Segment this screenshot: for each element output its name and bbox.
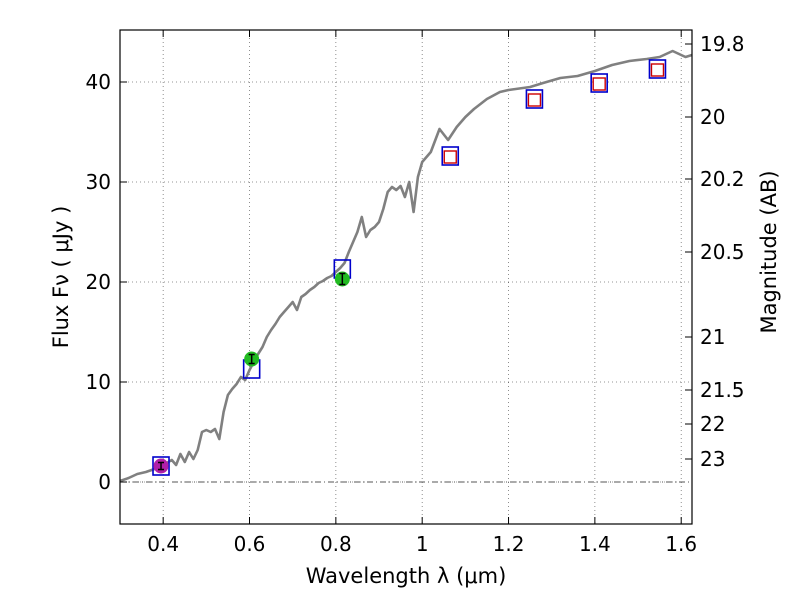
- right-tick-label: 21: [700, 325, 725, 349]
- y-tick-label: 40: [86, 70, 111, 94]
- observed-open-square: [650, 63, 665, 77]
- model-photometry-square: [648, 59, 667, 79]
- x-tick-label: 1.2: [493, 532, 525, 556]
- model-photometry-square: [590, 73, 608, 93]
- y-tick-label: 0: [98, 470, 111, 494]
- axis-ticks: 0.4 0.6 0.8 1 1.2 1.4 1.6 0 10 20 30 40 19.8 20 20.2 20…: [86, 30, 745, 556]
- x-tick-label: 1.4: [579, 532, 611, 556]
- right-tick-label: 20.5: [700, 240, 745, 264]
- y-tick-label: 20: [86, 270, 111, 294]
- plot-frame: [119, 29, 693, 525]
- y-tick-label: 30: [86, 170, 111, 194]
- x-tick-label: 1: [416, 532, 429, 556]
- x-tick-label: 0.4: [147, 532, 179, 556]
- x-tick-label: 1.6: [665, 532, 697, 556]
- right-axis-title: Magnitude (AB): [757, 170, 781, 333]
- right-tick-label: 22: [700, 412, 725, 436]
- right-tick-label: 20.2: [700, 167, 745, 191]
- x-axis-title: Wavelength λ (μm): [306, 564, 507, 588]
- model-photometry-square: [525, 89, 544, 109]
- model-photometry-square: [152, 456, 170, 476]
- right-tick-label: 21.5: [700, 378, 745, 402]
- model-spectrum-line: [119, 49, 693, 483]
- right-tick-label: 23: [700, 447, 725, 471]
- model-photometry-square: [441, 146, 460, 166]
- photometry-markers: [152, 59, 667, 476]
- observed-open-square: [592, 77, 606, 91]
- x-tick-label: 0.6: [234, 532, 266, 556]
- observed-open-square: [527, 93, 542, 107]
- right-tick-label: 19.8: [700, 32, 745, 56]
- y-tick-label: 10: [86, 370, 111, 394]
- right-tick-label: 20: [700, 105, 725, 129]
- y-axis-title: Flux Fν ( μJy ): [49, 206, 73, 349]
- observed-open-square: [443, 150, 457, 164]
- x-tick-label: 0.8: [320, 532, 352, 556]
